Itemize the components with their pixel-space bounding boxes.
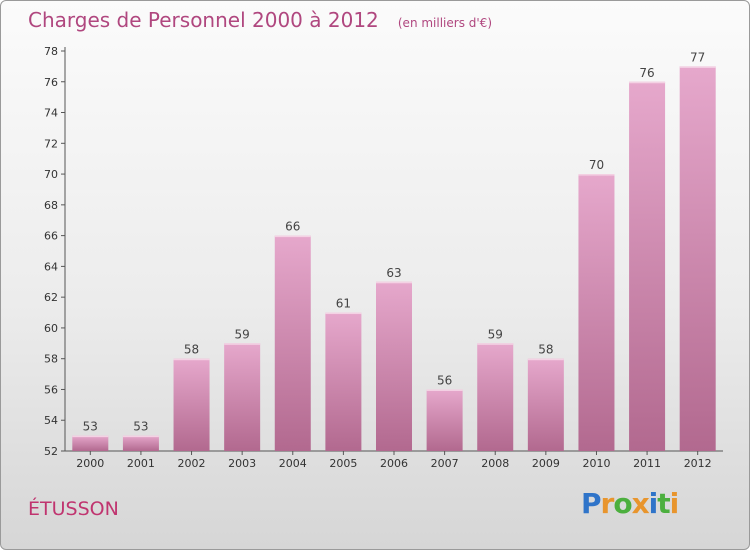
data-label: 56 [437, 373, 452, 387]
data-label: 77 [690, 50, 705, 64]
y-tick-label: 66 [44, 230, 58, 243]
data-label: 61 [336, 297, 351, 311]
bar [376, 281, 412, 451]
data-label: 63 [386, 266, 401, 280]
y-tick-label: 54 [44, 414, 58, 427]
y-tick-label: 68 [44, 199, 58, 212]
bar-highlight [173, 358, 210, 361]
commune-name: ÉTUSSON [28, 498, 119, 520]
bar [72, 435, 109, 451]
chart-subtitle: (en milliers d'€) [397, 16, 492, 30]
data-label: 53 [83, 420, 98, 434]
proxiti-logo[interactable]: Proxiti [581, 487, 680, 520]
bar [527, 358, 564, 451]
bar-highlight [679, 66, 716, 68]
bar-highlight [527, 358, 564, 361]
chart-title: Charges de Personnel 2000 à 2012 [28, 8, 379, 32]
x-tick-label: 2002 [178, 457, 206, 470]
bar-highlight [426, 389, 463, 391]
bar-highlight [122, 435, 159, 438]
data-label: 59 [235, 327, 250, 341]
bar-highlight [325, 312, 362, 315]
bar-highlight [224, 343, 261, 345]
y-tick-label: 74 [44, 107, 58, 120]
x-tick-label: 2007 [431, 457, 459, 470]
data-label: 58 [184, 343, 199, 357]
y-tick-label: 70 [44, 168, 58, 181]
data-label: 66 [285, 220, 300, 234]
data-label: 58 [538, 343, 553, 357]
bar [274, 235, 311, 451]
y-tick-label: 64 [44, 260, 58, 273]
bar [477, 343, 514, 451]
x-tick-label: 2010 [582, 457, 610, 470]
y-tick-label: 72 [44, 137, 58, 150]
y-tick-label: 76 [44, 76, 58, 89]
data-label: 70 [589, 158, 604, 172]
bar [578, 174, 615, 452]
axes: 52 54 56 58 60 62 64 66 68 70 72 74 76 78 2000 2001 2002… [44, 45, 723, 470]
x-tick-label: 2008 [481, 457, 509, 470]
data-label: 59 [488, 327, 503, 341]
x-tick-label: 2000 [76, 457, 104, 470]
x-tick-label: 2009 [532, 457, 560, 470]
logo-letter: i [669, 487, 680, 520]
x-tick-label: 2006 [380, 457, 408, 470]
bar-highlight [578, 174, 615, 176]
x-tick-label: 2004 [279, 457, 307, 470]
x-tick-label: 2012 [684, 457, 712, 470]
bar-highlight [72, 435, 109, 438]
bar [173, 358, 210, 451]
data-label: 76 [639, 66, 654, 80]
logo-letter: x [631, 487, 650, 520]
y-tick-label: 60 [44, 322, 58, 335]
y-tick-label: 58 [44, 353, 58, 366]
bar [325, 312, 362, 451]
logo-letter: o [613, 487, 632, 520]
bar [122, 435, 159, 451]
x-tick-label: 2005 [329, 457, 357, 470]
title-row: Charges de Personnel 2000 à 2012 (en mil… [28, 8, 492, 32]
bar [679, 66, 716, 451]
data-label: 53 [133, 420, 148, 434]
y-tick-label: 78 [44, 45, 58, 58]
logo-letter: r [600, 487, 615, 520]
bar [629, 81, 666, 452]
bar-highlight [274, 235, 311, 238]
y-tick-label: 62 [44, 291, 58, 304]
x-tick-label: 2001 [127, 457, 155, 470]
bar-highlight [477, 343, 514, 345]
logo-letter: t [657, 487, 670, 520]
y-tick-label: 56 [44, 383, 58, 396]
bar-highlight [376, 281, 412, 284]
logo-letter: i [648, 487, 659, 520]
y-tick-label: 52 [44, 445, 58, 458]
x-tick-label: 2011 [633, 457, 661, 470]
x-tick-label: 2003 [228, 457, 256, 470]
bar [426, 389, 463, 451]
bars: 53 53 58 59 66 61 63 56 59 58 70 76 77 [72, 50, 716, 452]
bar [224, 343, 261, 451]
bar-highlight [629, 81, 666, 84]
logo-letter: P [581, 487, 602, 520]
